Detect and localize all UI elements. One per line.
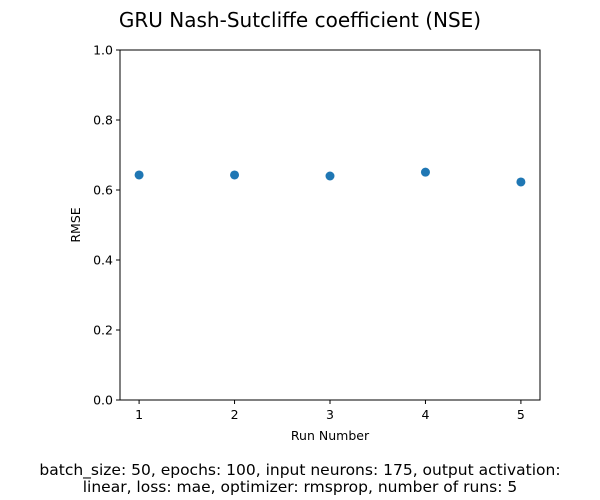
y-tick-label: 0.2: [93, 323, 113, 338]
x-tick-label: 5: [517, 407, 525, 422]
y-tick-label: 0.4: [93, 253, 113, 268]
x-axis-label: Run Number: [291, 428, 370, 443]
x-tick-label: 3: [326, 407, 334, 422]
y-axis-label: RMSE: [68, 207, 83, 242]
data-point: [230, 170, 240, 180]
data-points: [134, 167, 526, 187]
y-tick-label: 1.0: [93, 43, 113, 58]
caption-line-2: linear, loss: mae, optimizer: rmsprop, n…: [82, 478, 518, 496]
data-point: [516, 177, 526, 187]
data-point: [134, 170, 144, 180]
chart-title: GRU Nash-Sutcliffe coefficient (NSE): [118, 8, 482, 32]
y-tick-label: 0.8: [93, 113, 113, 128]
caption-line-1: batch_size: 50, epochs: 100, input neuro…: [39, 461, 561, 479]
y-tick-label: 0.0: [93, 393, 113, 408]
x-tick-label: 1: [135, 407, 143, 422]
data-point: [420, 167, 430, 177]
plot-area: [119, 49, 541, 401]
y-axis-ticks: 0.0 0.2 0.4 0.6 0.8 1.0: [93, 43, 120, 408]
x-axis-ticks: 1 2 3 4 5: [135, 400, 525, 422]
x-tick-label: 2: [231, 407, 239, 422]
x-tick-label: 4: [421, 407, 429, 422]
y-tick-label: 0.6: [93, 183, 113, 198]
data-point: [325, 171, 335, 181]
run-parameters-caption: batch_size: 50, epochs: 100, input neuro…: [0, 462, 600, 496]
